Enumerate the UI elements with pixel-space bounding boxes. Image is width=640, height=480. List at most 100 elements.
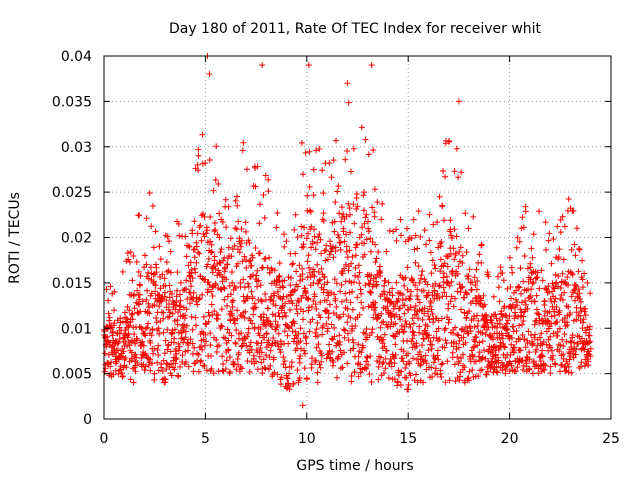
data-point — [463, 315, 470, 322]
data-point — [221, 296, 228, 303]
data-point — [479, 338, 486, 345]
data-point — [341, 334, 348, 341]
data-point — [183, 322, 190, 329]
data-point — [234, 315, 241, 322]
data-point — [501, 343, 508, 350]
data-point — [565, 363, 572, 370]
data-point — [254, 283, 261, 290]
data-point — [271, 292, 278, 299]
data-point — [579, 335, 586, 342]
data-point — [492, 311, 499, 318]
data-point — [191, 218, 198, 225]
data-point — [257, 313, 264, 320]
data-point — [207, 238, 214, 245]
data-point — [218, 246, 225, 253]
data-point — [529, 280, 536, 287]
data-point — [126, 259, 133, 266]
data-point — [133, 258, 140, 265]
data-point — [253, 272, 260, 279]
data-point — [257, 282, 264, 289]
data-point — [220, 334, 227, 341]
data-point — [538, 330, 545, 337]
data-point — [222, 264, 229, 271]
data-point — [204, 227, 211, 234]
data-point — [241, 253, 248, 260]
data-point — [419, 342, 426, 349]
data-point — [239, 258, 246, 265]
data-point — [459, 259, 466, 266]
data-point — [308, 244, 315, 251]
data-point — [556, 325, 563, 332]
data-point — [551, 298, 558, 305]
data-point — [455, 98, 462, 105]
data-point — [200, 231, 207, 238]
data-point — [122, 354, 129, 361]
data-point — [129, 277, 136, 284]
data-point — [522, 301, 529, 308]
data-point — [545, 283, 552, 290]
data-point — [131, 305, 138, 312]
data-point — [301, 365, 308, 372]
data-point — [319, 331, 326, 338]
data-point — [538, 267, 545, 274]
data-point — [414, 296, 421, 303]
data-point — [208, 352, 215, 359]
data-point — [134, 287, 141, 294]
data-point — [143, 261, 150, 268]
data-point — [454, 331, 461, 338]
data-point — [149, 203, 156, 210]
data-point — [199, 131, 206, 138]
data-point — [366, 288, 373, 295]
data-point — [220, 257, 227, 264]
data-point — [393, 279, 400, 286]
data-point — [310, 166, 317, 173]
data-point — [429, 341, 436, 348]
data-point — [342, 290, 349, 297]
data-point — [478, 297, 485, 304]
data-point — [185, 342, 192, 348]
data-point — [146, 359, 153, 366]
data-point — [348, 378, 355, 385]
data-point — [514, 234, 521, 241]
data-point — [325, 314, 332, 321]
data-point — [115, 339, 122, 346]
data-point — [247, 339, 254, 346]
data-point — [380, 288, 387, 295]
data-point — [438, 315, 445, 322]
data-point — [236, 335, 243, 342]
y-tick-label: 0.04 — [61, 49, 92, 65]
y-tick-label: 0 — [83, 412, 92, 428]
data-point — [501, 344, 508, 351]
data-point — [185, 363, 192, 370]
data-point — [504, 317, 511, 324]
data-point — [294, 367, 301, 374]
data-point — [280, 354, 287, 361]
data-point — [421, 310, 428, 317]
data-point — [155, 352, 162, 359]
data-point — [261, 364, 268, 371]
data-point — [369, 204, 376, 211]
data-point — [225, 347, 232, 354]
data-point — [234, 246, 241, 253]
data-point — [169, 310, 176, 317]
data-point — [438, 239, 445, 246]
data-point — [491, 330, 498, 337]
data-point — [166, 313, 173, 320]
data-point — [414, 293, 421, 300]
data-point — [470, 213, 477, 220]
data-point — [324, 279, 331, 286]
data-point — [349, 306, 356, 313]
data-point — [294, 310, 301, 317]
data-point — [190, 295, 197, 302]
data-point — [571, 339, 578, 346]
data-point — [281, 328, 288, 335]
data-point — [438, 361, 445, 368]
data-point — [137, 291, 144, 298]
data-point — [368, 272, 375, 279]
data-point — [466, 266, 473, 273]
data-point — [556, 307, 563, 314]
data-point — [370, 147, 377, 154]
data-point — [188, 266, 195, 273]
data-point — [182, 358, 189, 365]
data-point — [348, 372, 355, 379]
